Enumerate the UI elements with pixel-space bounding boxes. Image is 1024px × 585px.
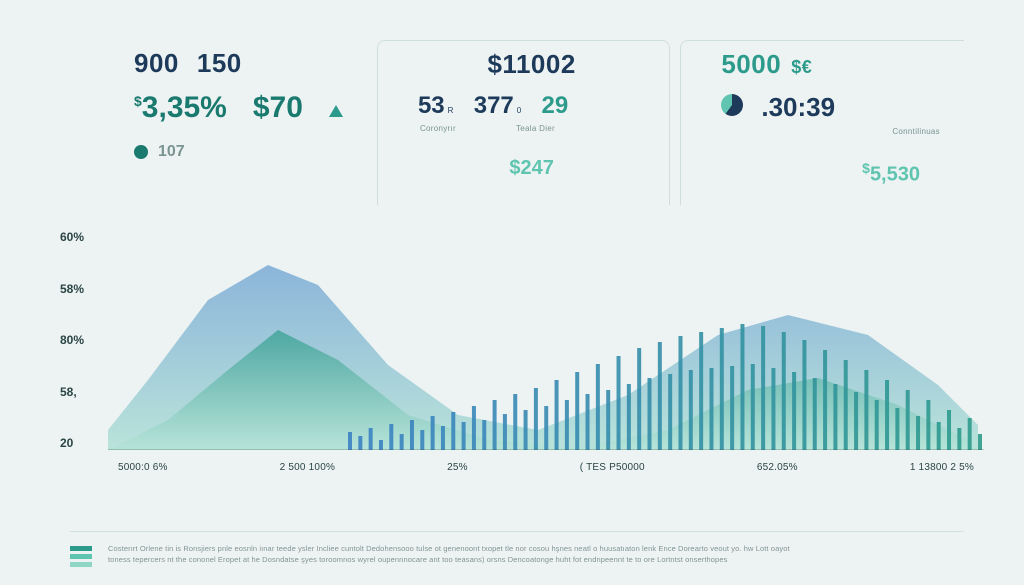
- x-tick-1: 2 500 100%: [280, 462, 335, 473]
- legend-dot-icon: [134, 145, 148, 159]
- panel-3-extra-prefix: $: [862, 160, 870, 176]
- y-tick-0: 60%: [60, 230, 100, 244]
- panel-2: $11002 53R 3770 29 Coronyrır Teala Dier …: [377, 40, 670, 205]
- x-tick-5: 1 13800 2 5%: [910, 462, 974, 473]
- panel-2-mid-b-s: 0: [517, 106, 522, 115]
- panel-1-mid-left-prefix: $: [134, 93, 142, 109]
- x-tick-4: 652.05%: [757, 462, 798, 473]
- panel-2-mid-b: 3770: [474, 92, 522, 120]
- panel-1-dot-row: 107: [134, 143, 343, 161]
- x-axis: 5000:0 6% 2 500 100% 25% ( TES P50000 65…: [108, 454, 984, 480]
- y-tick-2: 80%: [60, 333, 100, 347]
- panel-3-sub: Conntilinuas: [721, 127, 940, 136]
- plot-area: [108, 230, 984, 450]
- panel-1: 900 150 $3,35% $70 107: [110, 40, 367, 205]
- panel-3-top: 5000 $€: [721, 49, 940, 80]
- legend-bar-2: [70, 562, 92, 567]
- footer-line-2: toness tepercers nt the cononel Eropet a…: [108, 555, 790, 566]
- panel-1-mid: $3,35% $70: [134, 91, 343, 125]
- footer-line-1: Costerırt Orlene tin is Ronsjiers pnle e…: [108, 544, 790, 555]
- panel-1-top: 900 150: [134, 48, 343, 79]
- legend-bar-0: [70, 546, 92, 551]
- footer-text: Costerırt Orlene tin is Ronsjiers pnle e…: [108, 544, 790, 565]
- panel-2-extra: $247: [418, 157, 645, 180]
- panel-2-top: $11002: [418, 49, 645, 80]
- panel-1-mid-left: $3,35%: [134, 91, 227, 125]
- legend-icon: [70, 546, 92, 567]
- dashboard-canvas: 900 150 $3,35% $70 107 $11002 53R: [0, 0, 1024, 585]
- panel-1-dot-label: 107: [158, 143, 185, 161]
- panel-3-top-suffix: $€: [791, 57, 812, 78]
- chart: 60% 58% 80% 58, 20 5000:0 6% 2 500 100% …: [60, 230, 984, 480]
- up-triangle-icon: [329, 105, 343, 117]
- panel-1-mid-left-val: 3,35%: [142, 91, 227, 124]
- panel-2-top-val: $11002: [487, 49, 575, 80]
- x-tick-3: ( TES P50000: [580, 462, 645, 473]
- panel-3-extra: $5,530: [721, 160, 940, 187]
- panel-2-mid: 53R 3770 29: [418, 92, 645, 120]
- x-tick-0: 5000:0 6%: [118, 462, 168, 473]
- panel-1-mid-right: $70: [253, 91, 303, 125]
- panel-1-top-a: 900: [134, 48, 179, 79]
- panel-3-mid-val: .30:39: [761, 92, 835, 123]
- legend-bar-1: [70, 554, 92, 559]
- panel-2-mid-a: 53R: [418, 92, 454, 120]
- panel-2-mid-a-s: R: [448, 106, 454, 115]
- panel-2-sub-a: Coronyrır: [420, 124, 456, 133]
- panel-3-top-main: 5000: [721, 49, 781, 80]
- footer: Costerırt Orlene tin is Ronsjiers pnle e…: [70, 531, 964, 567]
- y-tick-1: 58%: [60, 282, 100, 296]
- panel-2-sub: Coronyrır Teala Dier: [418, 124, 645, 133]
- y-tick-4: 20: [60, 436, 100, 450]
- stats-row: 900 150 $3,35% $70 107 $11002 53R: [110, 40, 964, 205]
- panel-3-sub-label: Conntilinuas: [892, 127, 940, 136]
- panel-1-top-b: 150: [197, 48, 242, 79]
- panel-2-mid-b-v: 377: [474, 92, 514, 119]
- y-axis: 60% 58% 80% 58, 20: [60, 230, 100, 450]
- panel-2-sub-b: Teala Dier: [516, 124, 555, 133]
- panel-2-mid-a-v: 53: [418, 92, 445, 119]
- panel-3: 5000 $€ .30:39 Conntilinuas $5,530: [680, 40, 964, 205]
- y-tick-3: 58,: [60, 385, 100, 399]
- panel-2-mid-c: 29: [542, 92, 569, 120]
- panel-3-extra-v: 5,530: [870, 164, 920, 186]
- panel-3-mid: .30:39: [721, 92, 940, 123]
- x-tick-2: 25%: [447, 462, 468, 473]
- pie-icon: [721, 94, 743, 116]
